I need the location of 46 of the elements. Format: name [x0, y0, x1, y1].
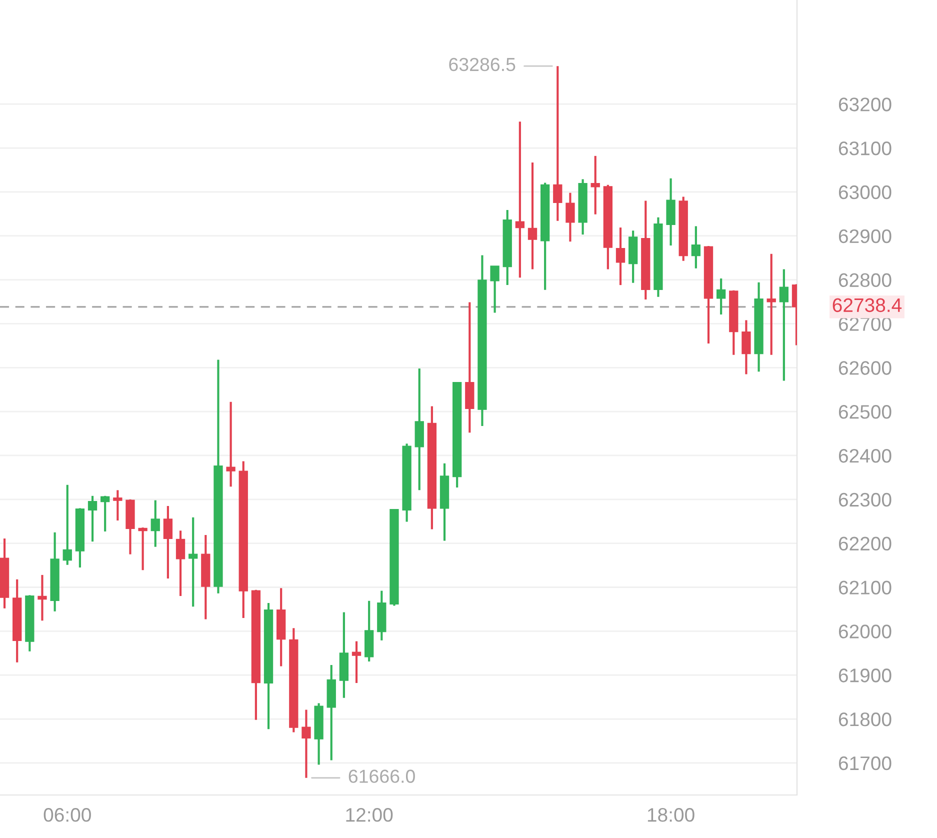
annotation: 61666.0 — [348, 770, 415, 783]
y-tick-label: 61700 — [838, 756, 892, 770]
candlestick — [138, 526, 148, 572]
y-tick-label: 62200 — [838, 536, 892, 551]
x-tick-label: 06:00 — [44, 808, 91, 822]
candlestick — [716, 277, 726, 316]
y-tick-label: 63100 — [838, 141, 892, 156]
y-tick-label: 62100 — [838, 580, 892, 594]
candlestick — [515, 120, 525, 279]
candlestick — [176, 530, 186, 598]
candlestick — [226, 400, 236, 488]
y-tick-label: 62300 — [838, 492, 892, 507]
candlestick — [163, 504, 173, 580]
candlestick — [188, 516, 198, 608]
candlestick — [62, 484, 72, 566]
y-tick-label: 61800 — [838, 712, 892, 726]
candlestick — [590, 154, 600, 216]
y-tick-label: 62600 — [838, 361, 892, 375]
candlestick — [691, 225, 701, 270]
y-tick-label: 62900 — [838, 229, 892, 244]
candlestick — [38, 574, 47, 622]
candlestick — [352, 640, 362, 684]
candlestick — [490, 265, 500, 314]
y-tick-label: 62500 — [838, 405, 892, 419]
y-tick-label: 63200 — [838, 98, 892, 112]
x-tick-label: 18:00 — [648, 808, 694, 822]
candlestick — [302, 708, 311, 779]
y-tick-label: 62000 — [838, 624, 892, 638]
y-tick-label: 61900 — [838, 668, 892, 682]
candlestick — [742, 319, 751, 376]
x-tick-label: 12:00 — [346, 808, 393, 822]
candlestick — [528, 161, 538, 270]
candlestick — [113, 489, 122, 522]
annotation: 63286.5 — [449, 58, 516, 72]
y-tick-label: 63000 — [838, 185, 892, 200]
candlestick — [566, 192, 575, 243]
y-tick-label: 62800 — [838, 273, 892, 288]
candlestick — [766, 252, 776, 356]
candlestick — [616, 226, 626, 286]
candlestick — [88, 494, 98, 543]
ref-line-label: 62738.4 — [832, 298, 902, 312]
candlestick — [553, 65, 562, 222]
candlestick — [150, 499, 160, 548]
candlestick — [779, 268, 789, 382]
y-tick-label: 62400 — [838, 448, 892, 463]
candlestick — [100, 494, 110, 533]
